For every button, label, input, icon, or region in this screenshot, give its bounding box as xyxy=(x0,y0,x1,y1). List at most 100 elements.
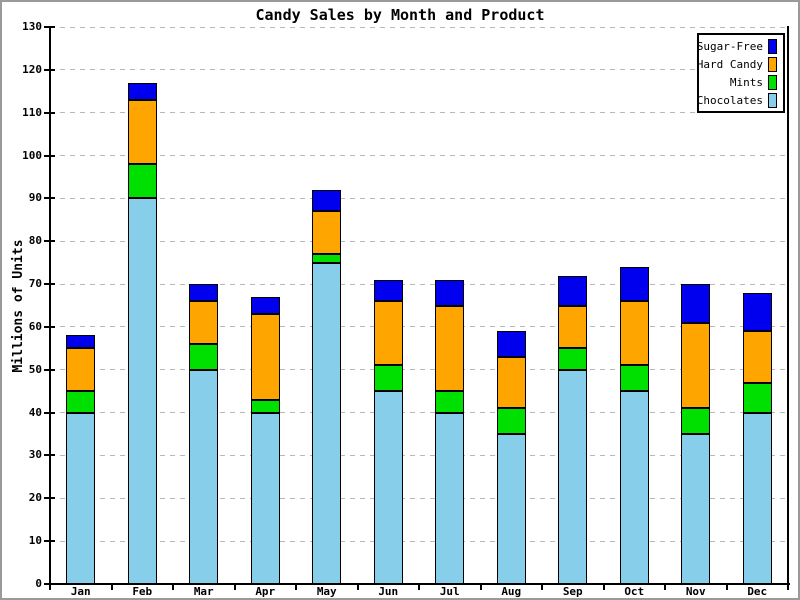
legend-label: Mints xyxy=(729,75,763,89)
y-tick-label: 40 xyxy=(28,405,42,419)
bar-segment-sugar-free xyxy=(189,284,218,301)
x-tick-mark xyxy=(233,584,236,590)
x-tick-label: Apr xyxy=(255,585,276,598)
x-tick-label: Oct xyxy=(624,585,645,598)
x-tick-mark xyxy=(356,584,359,590)
x-tick-mark xyxy=(110,584,113,590)
legend-label: Hard Candy xyxy=(696,57,763,71)
y-axis-line xyxy=(49,26,51,586)
x-tick-mark xyxy=(295,584,297,590)
gridline xyxy=(50,326,788,328)
gridline xyxy=(50,26,788,28)
bar-segment-chocolates xyxy=(189,370,218,584)
x-tick-label: Sep xyxy=(562,585,583,598)
bar-segment-sugar-free xyxy=(374,280,403,301)
x-tick-mark xyxy=(49,584,51,590)
bar-segment-hard-candy xyxy=(251,314,280,400)
x-tick-mark xyxy=(602,584,605,590)
gridline xyxy=(50,112,788,114)
bar-segment-sugar-free xyxy=(681,284,710,323)
gridline xyxy=(50,283,788,285)
gridline xyxy=(50,497,788,499)
legend-item-chocolates: Chocolates xyxy=(697,91,777,109)
bar-segment-mints xyxy=(66,391,95,413)
x-tick-label: Nov xyxy=(685,585,706,598)
x-tick-label: Jan xyxy=(70,585,91,598)
bar-segment-hard-candy xyxy=(743,331,772,383)
gridline xyxy=(50,369,788,371)
legend-swatch xyxy=(768,92,777,108)
bar-segment-chocolates xyxy=(128,198,157,584)
bar-segment-chocolates xyxy=(497,434,526,584)
legend-item-mints: Mints xyxy=(702,73,777,91)
gridline xyxy=(50,69,788,71)
bar-segment-sugar-free xyxy=(312,190,341,211)
bar-segment-chocolates xyxy=(435,413,464,584)
x-tick-mark xyxy=(172,584,174,590)
bar-segment-hard-candy xyxy=(558,306,587,348)
bar-segment-sugar-free xyxy=(435,280,464,306)
bar-segment-chocolates xyxy=(743,413,772,584)
legend-swatch xyxy=(768,38,777,54)
bar-segment-mints xyxy=(251,400,280,413)
legend-item-sugar-free: Sugar-Free xyxy=(697,37,777,55)
bar-segment-sugar-free xyxy=(497,331,526,357)
bar-segment-chocolates xyxy=(620,391,649,584)
y-tick-label: 0 xyxy=(35,577,42,590)
x-tick-label: Aug xyxy=(501,585,522,598)
gridline xyxy=(50,197,788,199)
bar-segment-hard-candy xyxy=(681,323,710,408)
y-tick-label: 90 xyxy=(28,191,42,205)
legend-label: Sugar-Free xyxy=(696,39,763,53)
bar-segment-chocolates xyxy=(374,391,403,584)
bar-segment-hard-candy xyxy=(497,357,526,408)
y-tick-label: 30 xyxy=(28,448,42,462)
y-tick-label: 80 xyxy=(28,234,42,248)
x-tick-label: Dec xyxy=(747,585,768,598)
x-tick-label: Jul xyxy=(439,585,460,598)
legend: Sugar-Free Hard Candy Mints Chocolates xyxy=(697,33,785,113)
bar-segment-hard-candy xyxy=(374,301,403,365)
y-tick-label: 60 xyxy=(28,319,42,333)
gridline xyxy=(50,540,788,542)
bar-segment-chocolates xyxy=(312,263,341,584)
x-tick-label: May xyxy=(316,585,337,598)
bar-segment-mints xyxy=(497,408,526,434)
bar-segment-sugar-free xyxy=(743,293,772,331)
y-tick-label: 110 xyxy=(22,105,42,119)
y-tick-label: 130 xyxy=(22,20,42,33)
x-tick-mark xyxy=(725,584,728,590)
x-axis-line xyxy=(49,583,790,585)
bar-segment-mints xyxy=(312,254,341,263)
chart-title: Candy Sales by Month and Product xyxy=(255,6,545,24)
y-tick-label: 120 xyxy=(22,62,42,76)
bar-segment-hard-candy xyxy=(189,301,218,344)
x-tick-label: Feb xyxy=(132,585,153,598)
gridline xyxy=(50,454,788,456)
legend-swatch xyxy=(768,74,777,90)
y-tick-label: 20 xyxy=(28,491,42,505)
gridline xyxy=(50,240,788,242)
legend-label: Chocolates xyxy=(696,93,763,107)
x-tick-label: Mar xyxy=(193,585,214,598)
bar-segment-chocolates xyxy=(681,434,710,584)
bar-segment-hard-candy xyxy=(620,301,649,365)
y-tick-label: 10 xyxy=(28,534,42,548)
bar-segment-mints xyxy=(681,408,710,434)
bar-segment-sugar-free xyxy=(620,267,649,301)
x-tick-mark xyxy=(541,584,543,590)
bar-segment-sugar-free xyxy=(128,83,157,100)
y-tick-label: 50 xyxy=(28,362,42,376)
bar-segment-chocolates xyxy=(66,413,95,584)
x-tick-label: Jun xyxy=(378,585,399,598)
bar-segment-mints xyxy=(189,344,218,370)
bar-segment-hard-candy xyxy=(435,306,464,391)
bar-segment-chocolates xyxy=(251,413,280,584)
gridline xyxy=(50,412,788,414)
bar-segment-mints xyxy=(558,348,587,370)
legend-item-hard-candy: Hard Candy xyxy=(697,55,777,73)
plot-right-border xyxy=(787,26,789,586)
bar-segment-hard-candy xyxy=(312,211,341,254)
